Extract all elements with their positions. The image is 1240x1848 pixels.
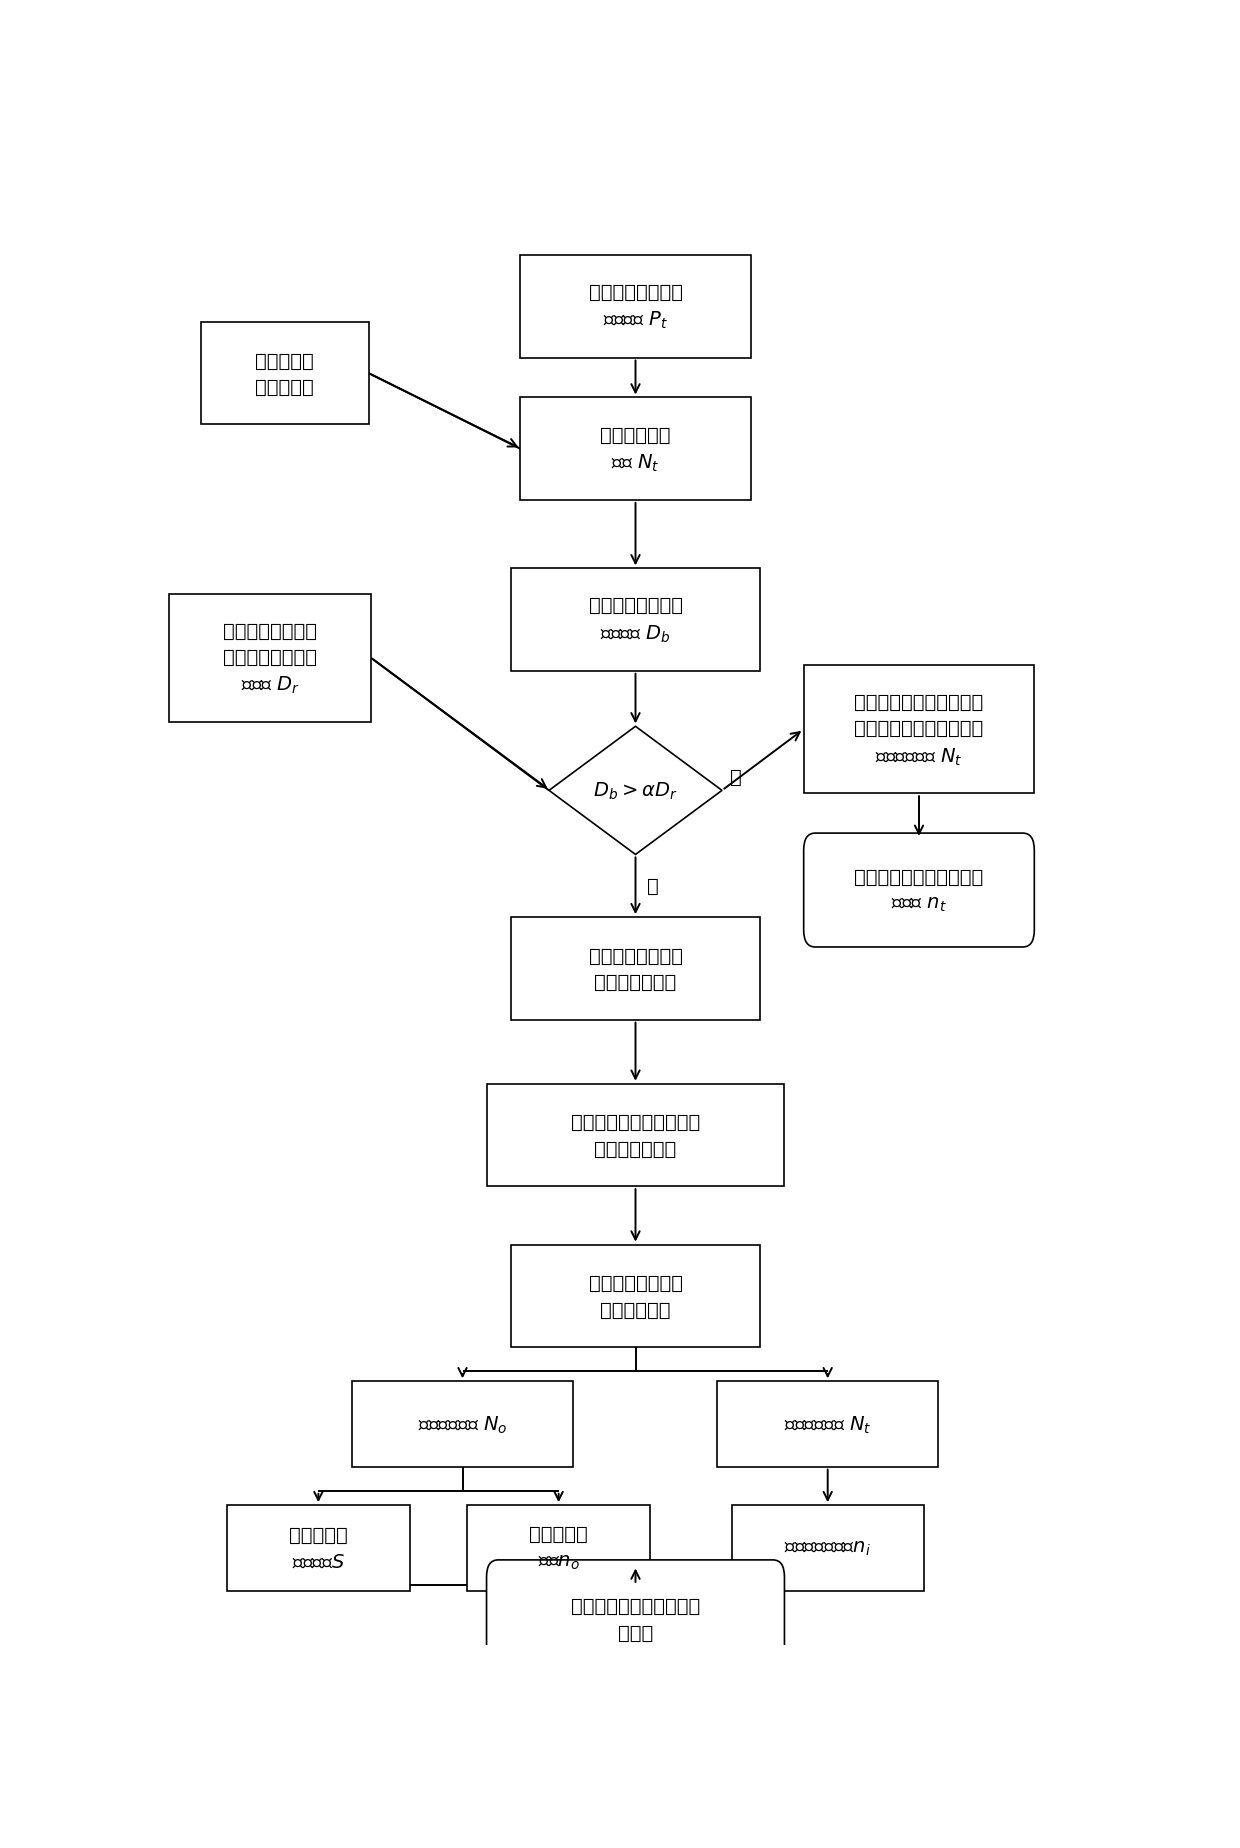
FancyBboxPatch shape [170, 595, 371, 723]
Text: $D_b>\alpha D_r$: $D_b>\alpha D_r$ [593, 780, 678, 802]
Text: 所需途径线路
条数 $N_t$: 所需途径线路 条数 $N_t$ [600, 425, 671, 473]
Text: 需要同时设置始发
线路和途径线路: 需要同时设置始发 线路和途径线路 [589, 946, 682, 992]
Text: 每处公交首
末站面积$S$: 每处公交首 末站面积$S$ [289, 1525, 347, 1571]
Text: 公交首末站
数量$n_o$: 公交首末站 数量$n_o$ [529, 1525, 588, 1571]
FancyBboxPatch shape [521, 255, 751, 359]
Text: 枢纽地区常规公交
线路密度 $D_b$: 枢纽地区常规公交 线路密度 $D_b$ [589, 597, 682, 645]
FancyBboxPatch shape [486, 1560, 785, 1678]
FancyBboxPatch shape [511, 569, 760, 671]
Text: 始发线路条数 $N_o$: 始发线路条数 $N_o$ [418, 1414, 507, 1434]
FancyBboxPatch shape [732, 1506, 924, 1591]
Text: 常规公交接驳线路
优化配置方案: 常规公交接驳线路 优化配置方案 [589, 1273, 682, 1319]
FancyBboxPatch shape [521, 397, 751, 501]
FancyBboxPatch shape [352, 1382, 573, 1467]
Text: 如果全部采
用途径线路: 如果全部采 用途径线路 [255, 351, 314, 397]
FancyBboxPatch shape [804, 833, 1034, 948]
FancyBboxPatch shape [486, 1085, 785, 1186]
Text: 途径线路条数 $N_t$: 途径线路条数 $N_t$ [784, 1414, 872, 1434]
Polygon shape [549, 726, 722, 856]
Text: 枢纽地区可开行常
规公交线路的道路
网密度 $D_r$: 枢纽地区可开行常 规公交线路的道路 网密度 $D_r$ [223, 621, 317, 697]
FancyBboxPatch shape [717, 1382, 939, 1467]
Text: 全部采用途径线路作为常
规公交接驳线路，所需途
径线路条数为 $N_t$: 全部采用途径线路作为常 规公交接驳线路，所需途 径线路条数为 $N_t$ [854, 693, 983, 767]
Text: 只需设置中途站，中途站
数量为 $n_t$: 只需设置中途站，中途站 数量为 $n_t$ [854, 867, 983, 915]
FancyBboxPatch shape [201, 323, 368, 425]
FancyBboxPatch shape [227, 1506, 409, 1591]
FancyBboxPatch shape [511, 1246, 760, 1347]
Text: 枢纽地区接驳公交场站设
置方案: 枢纽地区接驳公交场站设 置方案 [570, 1597, 701, 1641]
FancyBboxPatch shape [467, 1506, 650, 1591]
Text: 否: 否 [729, 767, 742, 785]
FancyBboxPatch shape [511, 918, 760, 1020]
Text: 枢纽常规公交集散
客流需求 $P_t$: 枢纽常规公交集散 客流需求 $P_t$ [589, 283, 682, 331]
Text: 枢纽地区常规公交接驳线
路优化配置模型: 枢纽地区常规公交接驳线 路优化配置模型 [570, 1112, 701, 1159]
Text: 是: 是 [647, 876, 658, 896]
Text: 公交中途站数量$n_i$: 公交中途站数量$n_i$ [784, 1539, 872, 1558]
FancyBboxPatch shape [804, 665, 1034, 795]
